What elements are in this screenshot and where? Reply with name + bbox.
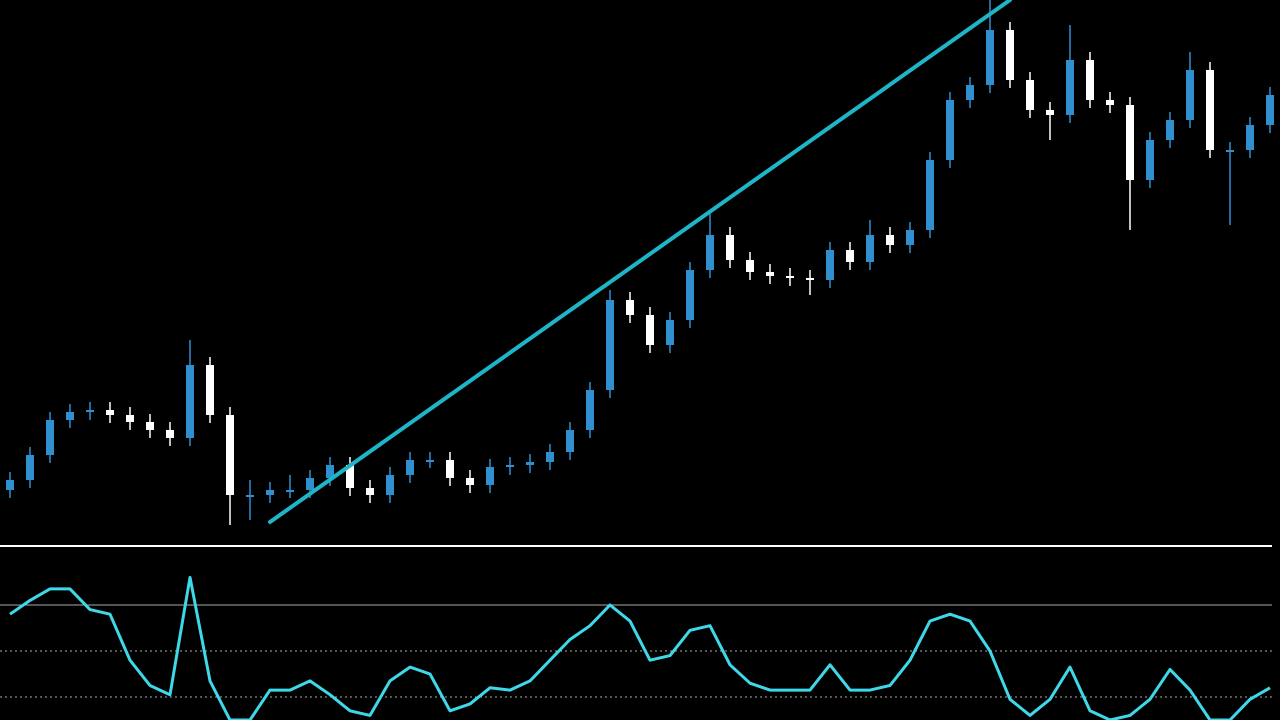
candle-body	[786, 276, 794, 278]
candle-body	[826, 250, 834, 280]
candle-body	[266, 490, 274, 495]
candle-body	[366, 488, 374, 495]
candle-body	[906, 230, 914, 245]
candle-body	[1266, 95, 1274, 125]
candle-body	[26, 455, 34, 480]
candle-body	[766, 272, 774, 276]
candle-body	[626, 300, 634, 315]
candle-body	[746, 260, 754, 272]
candle-body	[426, 460, 434, 462]
candle-body	[806, 278, 814, 280]
candle-body	[546, 452, 554, 462]
candle-body	[1146, 140, 1154, 180]
candle-body	[86, 410, 94, 412]
candle-body	[1006, 30, 1014, 80]
candle-body	[1066, 60, 1074, 115]
candle-body	[306, 478, 314, 490]
trendline	[268, 0, 1012, 524]
candle-body	[166, 430, 174, 438]
candle-body	[486, 467, 494, 485]
candle-body	[1166, 120, 1174, 140]
oscillator-line	[9, 575, 1271, 720]
candle-body	[866, 235, 874, 262]
candle-body	[1026, 80, 1034, 110]
candle-body	[226, 415, 234, 495]
candle-body	[646, 315, 654, 345]
candle-body	[146, 422, 154, 430]
candle-body	[46, 420, 54, 455]
candle-body	[466, 478, 474, 485]
candle-body	[326, 465, 334, 478]
candle-body	[726, 235, 734, 260]
candle-body	[526, 462, 534, 465]
candle-body	[666, 320, 674, 345]
candle-body	[886, 235, 894, 245]
candle-body	[846, 250, 854, 262]
candle-body	[686, 270, 694, 320]
candle-body	[446, 460, 454, 478]
candle-body	[206, 365, 214, 415]
candle-body	[606, 300, 614, 390]
candle-body	[706, 235, 714, 270]
candle-body	[966, 85, 974, 100]
candle-body	[506, 465, 514, 467]
candle-body	[586, 390, 594, 430]
candle-body	[106, 410, 114, 415]
candle-body	[1206, 70, 1214, 150]
candle-body	[66, 412, 74, 420]
candle-body	[286, 490, 294, 492]
candle-body	[1226, 150, 1234, 152]
candle-body	[1086, 60, 1094, 100]
candle-body	[566, 430, 574, 452]
candle-body	[346, 465, 354, 488]
candle-body	[246, 495, 254, 497]
candle-body	[926, 160, 934, 230]
candle-body	[6, 480, 14, 490]
candle-body	[1106, 100, 1114, 105]
candle-body	[126, 415, 134, 422]
candle-body	[1126, 105, 1134, 180]
candle-body	[186, 365, 194, 438]
candle-body	[1046, 110, 1054, 115]
candle-body	[946, 100, 954, 160]
candle-body	[1186, 70, 1194, 120]
candle-body	[986, 30, 994, 85]
candle-body	[1246, 125, 1254, 150]
candle-body	[406, 460, 414, 475]
candle-body	[386, 475, 394, 495]
